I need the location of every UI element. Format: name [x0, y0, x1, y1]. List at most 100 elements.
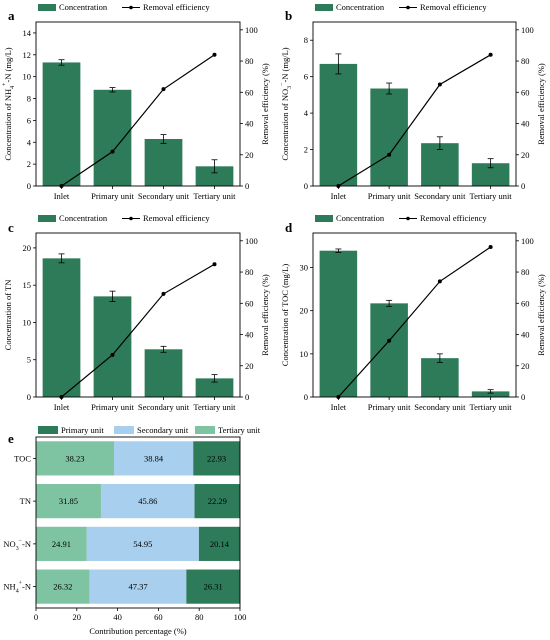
error-bar-1 — [386, 82, 393, 95]
legend-bar-label: Concentration — [336, 213, 385, 223]
segment-value-2-3: 26.31 — [204, 582, 223, 592]
y-axis-title-part-2: − — [279, 82, 285, 86]
y-tick-label-4: 20 — [23, 243, 32, 253]
legend-line-label: Removal efficiency — [420, 2, 487, 12]
legend-label-1: Secondary unit — [137, 425, 189, 435]
y-axis-title-part-0: Concentration of NH — [3, 89, 13, 161]
panel-label: b — [285, 8, 292, 23]
y2-tick-label-2: 40 — [521, 119, 530, 129]
y-axis-title: Concentration of NO3−-N (mg/L) — [279, 47, 293, 160]
y2-tick-label-0: 0 — [521, 392, 525, 402]
segment-value-0-3: 26.32 — [53, 582, 72, 592]
error-bar-1 — [386, 299, 393, 307]
error-bar-3 — [211, 159, 218, 174]
bar-2 — [144, 349, 183, 397]
bar-3 — [195, 378, 234, 397]
legend-swatch-2 — [195, 426, 215, 434]
error-bar-2 — [436, 136, 443, 150]
error-bar-2 — [160, 134, 167, 144]
y-axis-title-part-1: 3 — [287, 86, 293, 89]
y2-tick-label-5: 100 — [245, 236, 258, 246]
stack-segment-2-2 — [198, 526, 240, 561]
y-tick-label-1: 2 — [27, 159, 31, 169]
line-point-2 — [161, 87, 166, 92]
category-label-0: TOC — [14, 453, 31, 463]
stack-segment-1-2 — [86, 526, 199, 561]
x-tick-label-2: Secondary unit — [414, 402, 466, 412]
legend-line-marker — [129, 5, 133, 10]
stack-segment-1-0 — [113, 441, 194, 476]
stack-segment-0-0 — [36, 441, 114, 476]
y2-tick-label-5: 100 — [245, 25, 258, 35]
plot-frame — [35, 21, 241, 187]
category-label-2-part-1: 3 — [16, 546, 19, 552]
legend: Concentration Removal efficiency — [38, 213, 210, 223]
panel-d: d Concentration Removal efficiency 0 10 20 30 0… — [280, 213, 546, 412]
legend-swatch-0 — [38, 426, 58, 434]
stack-segment-2-0 — [193, 441, 240, 476]
y2-tick-label-2: 40 — [245, 330, 254, 340]
y2-axis-title: Removal efficiency (%) — [260, 274, 270, 356]
bar-1 — [93, 89, 132, 186]
x-tick-label-3: Tertiary unit — [193, 191, 236, 201]
y-tick-label-2: 4 — [27, 137, 32, 147]
panel-label: e — [8, 431, 14, 446]
panel-label: d — [285, 220, 293, 235]
y-axis-title: Concentration of NH4+-N (mg/L) — [2, 47, 16, 160]
category-label-0-part-0: TOC — [14, 453, 31, 463]
legend-bar-label: Concentration — [59, 2, 108, 12]
panel-label: c — [8, 220, 14, 235]
y-axis-title-part-0: Concentration of TN — [3, 280, 13, 351]
bar-0 — [319, 63, 358, 186]
category-label-3-part-0: NH — [3, 582, 15, 592]
y-tick-label-4: 8 — [304, 35, 308, 45]
error-bar-3 — [487, 158, 494, 169]
legend-line-marker — [406, 5, 410, 10]
y-tick-label-7: 14 — [23, 28, 32, 38]
y-tick-label-4: 8 — [27, 94, 31, 104]
category-label-1-part-0: TN — [20, 496, 31, 506]
y2-tick-label-3: 60 — [245, 298, 254, 308]
bar-1 — [93, 296, 132, 397]
y2-axis-title: Removal efficiency (%) — [536, 63, 546, 145]
category-label-3: NH4+-N — [3, 581, 31, 595]
stack-segment-2-3 — [186, 569, 240, 604]
x-tick-label-0: 0 — [34, 612, 38, 622]
legend-bar-swatch — [38, 4, 56, 11]
removal-efficiency-line — [337, 246, 491, 398]
segment-value-0-0: 38.23 — [65, 453, 84, 463]
category-label-2-part-3: -N — [22, 539, 31, 549]
bar-2 — [421, 143, 459, 186]
legend-bar-label: Concentration — [336, 2, 385, 12]
line-point-3 — [212, 52, 217, 57]
legend-label-2: Tertiary unit — [218, 425, 261, 435]
x-tick-label-2: Secondary unit — [414, 191, 466, 201]
x-tick-label-0: Inlet — [54, 402, 70, 412]
y2-tick-label-1: 20 — [521, 361, 530, 371]
stack-segment-0-1 — [36, 484, 101, 519]
stack-segment-1-3 — [89, 569, 187, 604]
y-tick-label-3: 15 — [23, 280, 32, 290]
legend-bar-swatch — [38, 215, 56, 222]
legend-label-0: Primary unit — [61, 425, 104, 435]
line-point-1 — [387, 338, 392, 343]
panel-a: a Concentration Removal efficiency 0 2 4 6 8 10 1… — [2, 2, 270, 201]
x-tick-label-1: Primary unit — [91, 402, 134, 412]
line-point-3 — [212, 262, 217, 267]
x-tick-label-5: 100 — [234, 612, 247, 622]
category-label-1: TN — [20, 496, 31, 506]
plot-frame — [312, 21, 517, 187]
removal-efficiency-line — [61, 263, 215, 398]
bar-0 — [42, 62, 81, 186]
y-tick-label-0: 0 — [27, 392, 31, 402]
line-point-1 — [387, 152, 392, 157]
x-tick-label-4: 80 — [195, 612, 204, 622]
y2-tick-label-4: 80 — [245, 56, 254, 66]
y-tick-label-2: 10 — [23, 317, 32, 327]
y-tick-label-2: 20 — [300, 306, 309, 316]
y2-tick-label-0: 0 — [245, 181, 249, 191]
panel-c: c Concentration Removal efficiency 0 5 10 15 20… — [3, 213, 270, 412]
y-axis-title: Concentration of TOC (mg/L) — [280, 264, 290, 367]
x-tick-label-3: Tertiary unit — [470, 402, 513, 412]
